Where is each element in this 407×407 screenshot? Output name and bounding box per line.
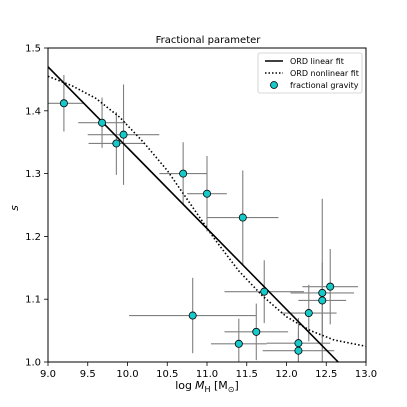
data-point-3 [119,130,128,139]
y-tick-label-3: 1.3 [25,169,41,180]
x-axis-label: log MH [M⊙] [175,379,239,394]
x-tick-label-4: 11.0 [196,369,218,380]
legend-swatch-marker [270,81,278,89]
y-tick-label-2: 1.2 [25,232,41,243]
legend-label-nonlinear-fit: ORD nonlinear fit [290,69,359,78]
x-tick-label-6: 12.0 [275,369,297,380]
data-point-5 [202,189,211,198]
legend-label-linear-fit: ORD linear fit [290,57,344,66]
y-axis: 1.0 1.1 1.2 1.3 1.4 1.5 [25,44,48,369]
plot-area [48,66,366,362]
legend: ORD linear fit ORD nonlinear fit fractio… [257,52,363,94]
data-point-14 [318,288,327,297]
data-point-10 [260,287,269,296]
data-point-13 [304,309,313,318]
x-tick-label-5: 11.5 [236,369,258,380]
y-tick-label-0: 1.0 [25,358,41,369]
y-tick-label-1: 1.1 [25,295,41,306]
legend-box [257,52,363,94]
chart-title: Fractional parameter [156,35,262,46]
linear-fit-line [48,66,339,362]
x-tick-label-0: 9.0 [40,369,56,380]
y-tick-label-4: 1.4 [25,106,41,117]
data-point-7 [238,213,247,222]
x-axis: 9.0 9.5 10.0 10.5 11.0 11.5 12.0 12.5 13.0 [40,362,377,380]
data-point-2 [112,139,121,148]
x-tick-label-7: 12.5 [315,369,337,380]
data-point-11 [294,339,303,348]
data-point-0 [59,99,68,108]
data-point-6 [188,311,197,320]
nonlinear-fit-line [48,75,366,348]
data-point-4 [179,169,188,178]
data-point-1 [98,118,107,127]
legend-label-fractional-gravity: fractional gravity [290,81,359,90]
x-tick-label-8: 13.0 [355,369,377,380]
plot-content [48,66,366,362]
x-tick-label-3: 10.5 [156,369,178,380]
data-point-15 [318,296,327,305]
error-bars [48,75,359,362]
data-point-8 [234,339,243,348]
x-tick-label-2: 10.0 [116,369,138,380]
data-point-16 [326,282,335,291]
data-points [59,99,335,355]
x-tick-label-1: 9.5 [80,369,96,380]
y-axis-label: s [8,205,21,211]
y-tick-label-5: 1.5 [25,44,41,55]
data-point-9 [252,327,261,336]
data-point-12 [294,346,303,355]
